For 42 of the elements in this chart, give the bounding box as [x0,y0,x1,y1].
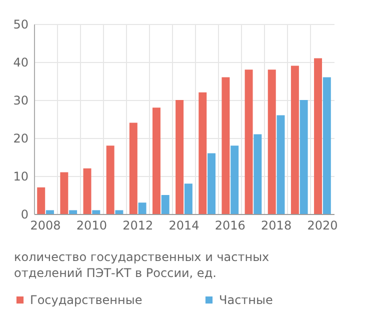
bar [276,115,285,214]
y-tick-label: 20 [13,132,28,146]
y-tick-label: 0 [20,208,28,222]
bar [254,134,262,214]
x-tick-label: 2010 [76,218,107,232]
bar [106,146,114,214]
bar [92,210,100,214]
bar [46,210,54,214]
bar [222,77,230,214]
bar [138,202,146,214]
x-tick-label: 2018 [261,218,292,232]
bar [83,168,92,214]
x-tick-label: 2008 [30,218,61,232]
x-tick-label: 2020 [307,218,338,232]
x-tick-label: 2014 [168,218,200,232]
x-tick-label: 2012 [122,218,154,232]
legend-label: Государственные [30,293,142,307]
x-tick-label: 2016 [214,218,246,232]
y-tick-label: 30 [13,94,28,108]
y-tick-label: 40 [13,56,28,70]
bar [115,210,124,214]
bar [161,195,170,214]
bar [37,187,46,214]
bar [322,77,331,214]
bar [314,58,322,214]
bar [244,70,253,214]
bar [208,153,216,214]
bar [176,100,184,214]
bar [60,172,68,214]
bar [268,70,276,214]
bar [198,92,207,214]
y-tick-label: 50 [13,18,28,32]
bar [129,122,138,214]
y-tick-label: 10 [13,170,28,184]
bar [69,210,78,214]
bar [152,108,160,214]
bar [290,66,299,214]
bar [230,146,239,214]
bar [300,100,308,214]
text: количество государственных и частных отделений ПЭТ-КТ в России, ед. [14,250,270,280]
legend-label: Частные [219,293,273,307]
bar [184,184,192,214]
